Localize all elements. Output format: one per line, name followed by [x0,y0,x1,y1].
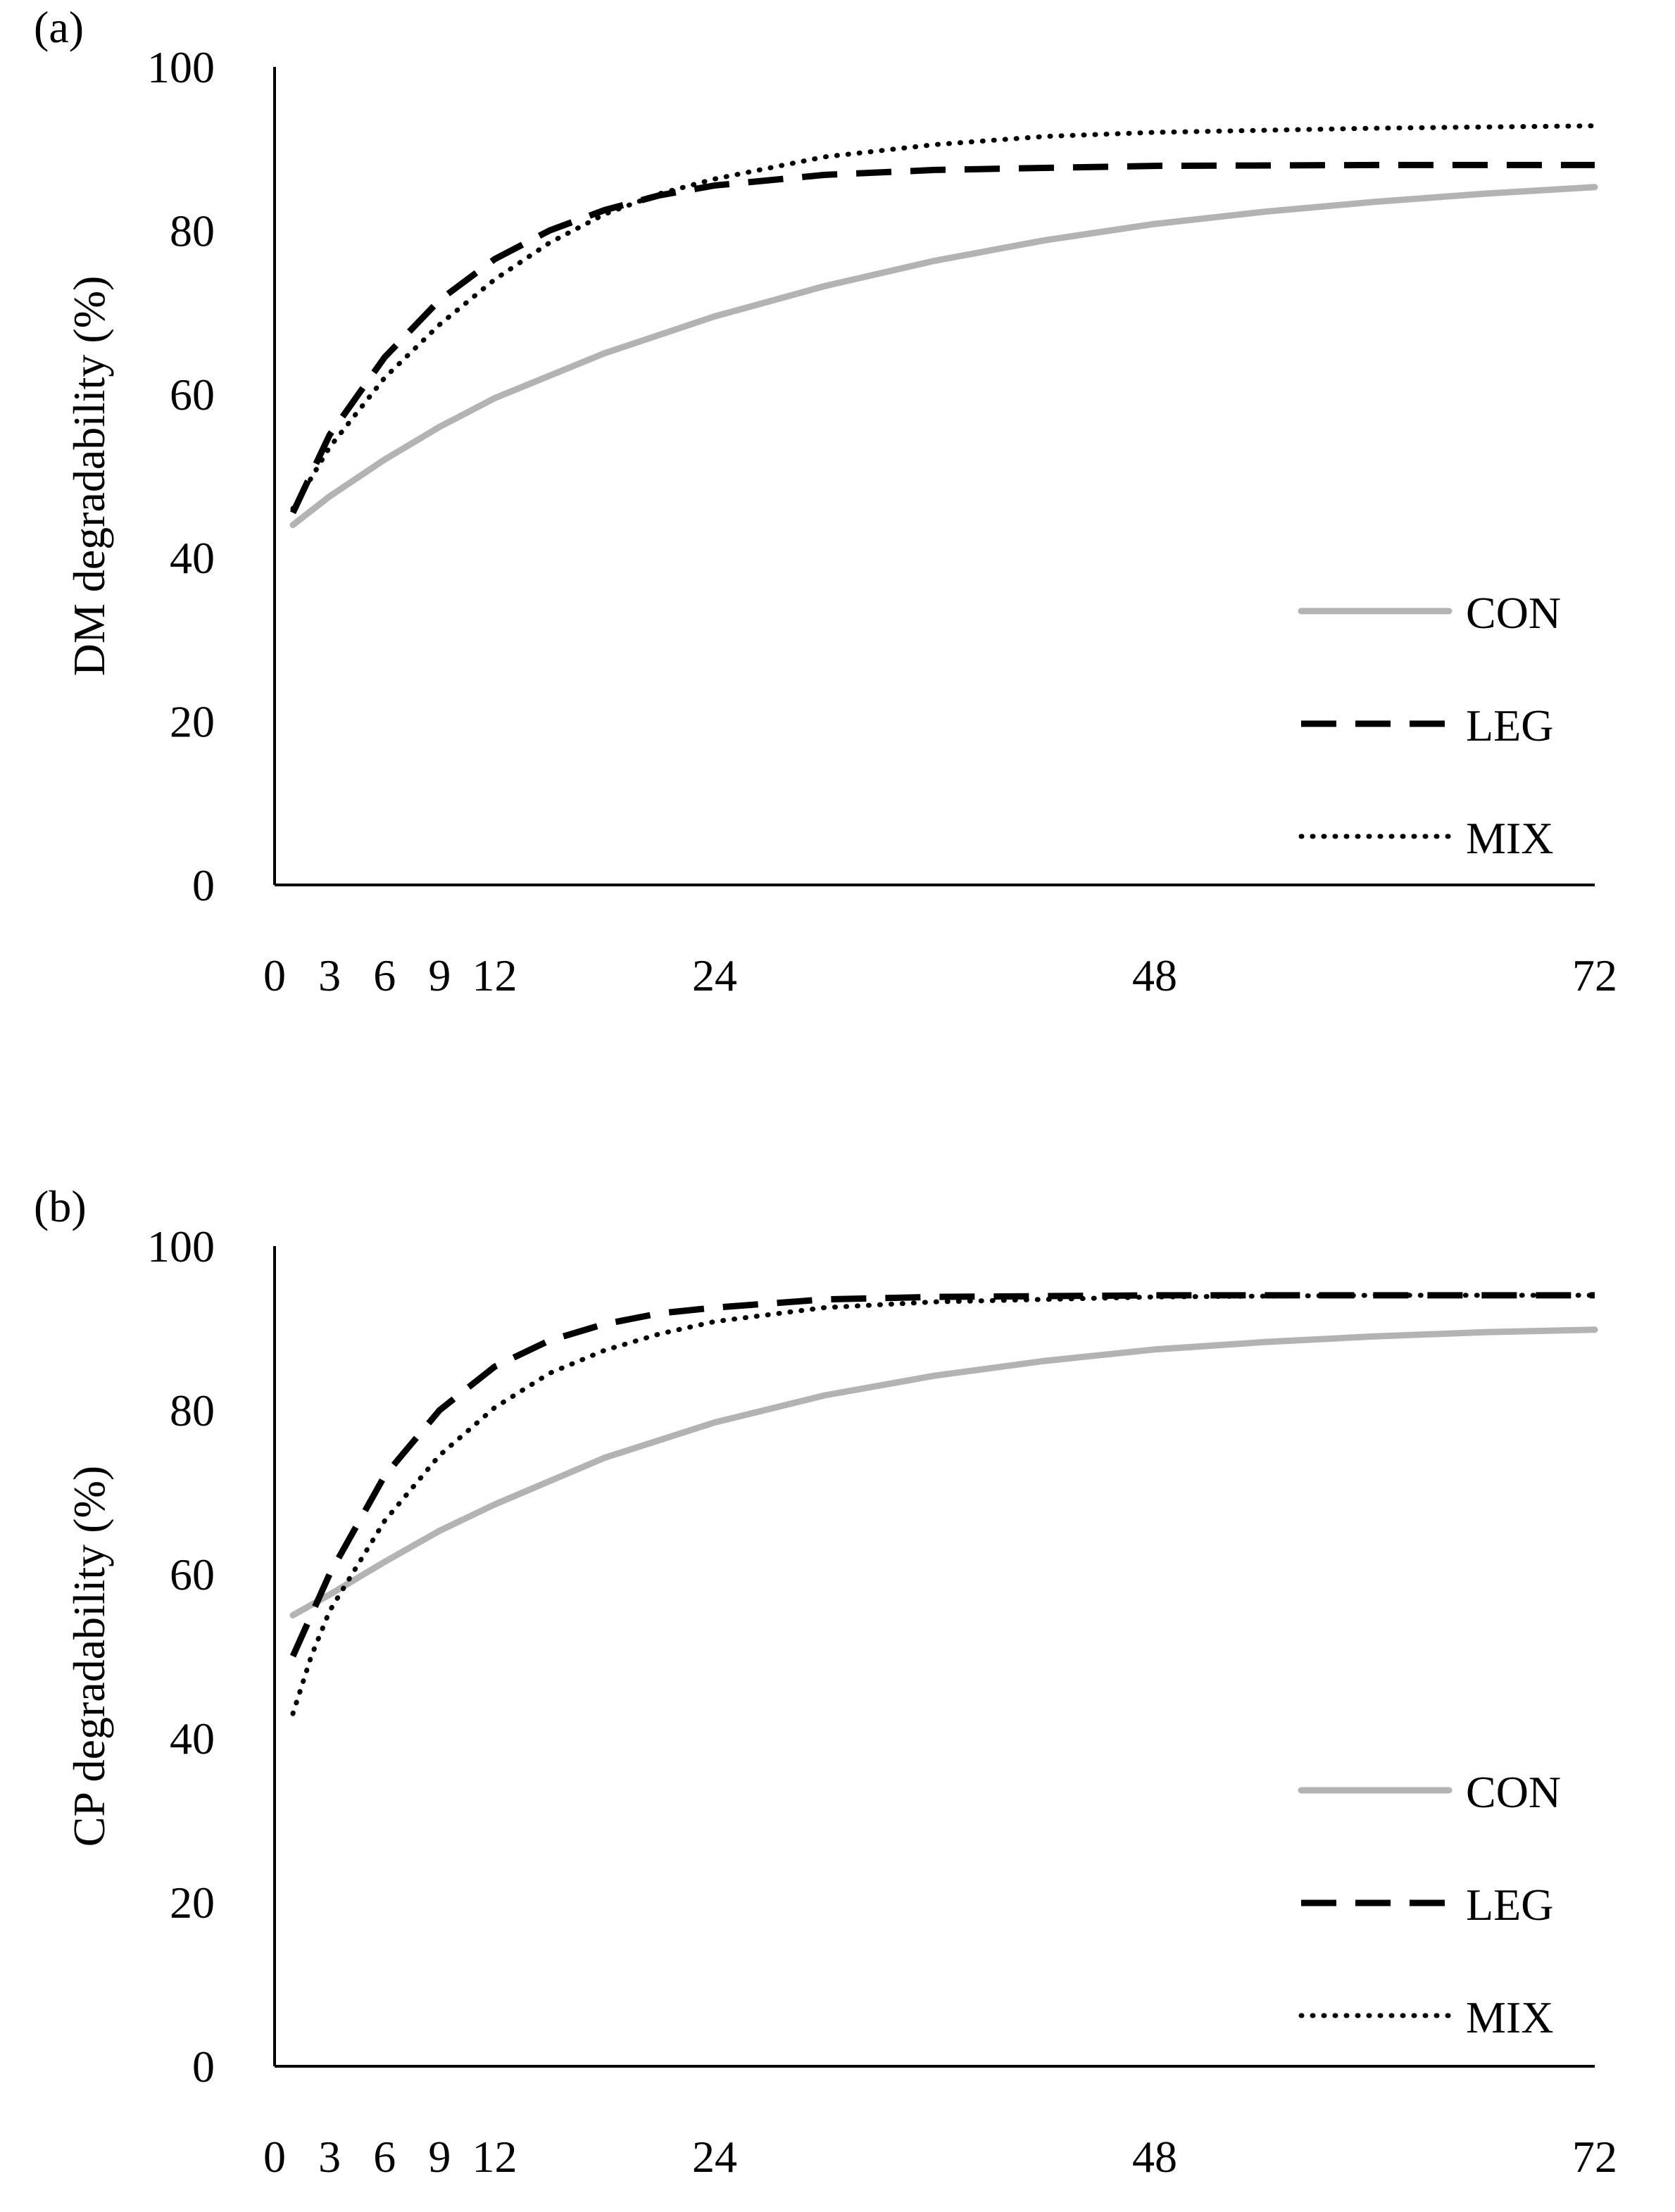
panel-b-y-tick-label: 60 [170,1550,215,1600]
panel-a-x-tick-label: 3 [318,950,341,1000]
panel-a-series-mix [290,123,1598,511]
panel-a-legend-label-con: CON [1466,588,1561,638]
panel-b-series-con [289,1326,1598,1619]
panel-b-legend-label-leg: LEG [1466,1880,1553,1930]
panel-b-label: (b) [34,1181,87,1231]
panel-b-series-leg [289,1292,1595,1658]
panel-a-legend-label-mix: MIX [1466,813,1553,863]
panel-a-x-tick-label: 48 [1132,950,1177,1000]
panel-b-legend-label-mix: MIX [1466,1992,1553,2042]
panel-b-x-tick-label: 48 [1132,2132,1177,2182]
panel-b-x-tick-label: 12 [472,2132,517,2182]
panel-a-y-tick-label: 0 [192,860,215,910]
panel-a-x-tick-label: 6 [373,950,396,1000]
panel-a-x-tick-label: 9 [428,950,451,1000]
panel-a-y-tick-label: 40 [170,533,215,583]
panel-a-x-tick-label: 12 [472,950,517,1000]
panel-b-x-tick-label: 9 [428,2132,451,2182]
panel-a-y-tick-label: 20 [170,697,215,747]
panel-a-x-tick-label: 72 [1572,950,1617,1000]
panel-b-x-tick-label: 3 [318,2132,341,2182]
panel-a-legend-label-leg: LEG [1466,700,1553,750]
panel-b-y-tick-label: 100 [147,1221,215,1271]
panel-b-y-tick-label: 40 [170,1714,215,1764]
panel-a-label: (a) [34,2,84,52]
panel-b-x-tick-label: 24 [692,2132,737,2182]
panel-a-series-con [289,184,1598,529]
panel-a-y-tick-label: 100 [147,42,215,92]
panel-b-y-tick-label: 0 [192,2042,215,2092]
panel-a-y-tick-label: 60 [170,370,215,420]
panel-b-y-tick-label: 20 [170,1878,215,1928]
panel-b-y-axis-label: CP degradability (%) [64,1466,114,1847]
panel-b-x-tick-label: 0 [263,2132,286,2182]
panel-b-x-tick-label: 6 [373,2132,396,2182]
panel-a-y-axis-label: DM degradability (%) [64,276,114,677]
panel-a-x-tick-label: 24 [692,950,737,1000]
panel-b-legend-label-con: CON [1466,1767,1561,1817]
panel-a-series-leg [289,161,1595,515]
panel-a-y-tick-label: 80 [170,206,215,256]
panel-b-x-tick-label: 72 [1572,2132,1617,2182]
panel-b-series-mix [290,1293,1598,1716]
panel-b-y-tick-label: 80 [170,1385,215,1435]
panel-a-x-tick-label: 0 [263,950,286,1000]
